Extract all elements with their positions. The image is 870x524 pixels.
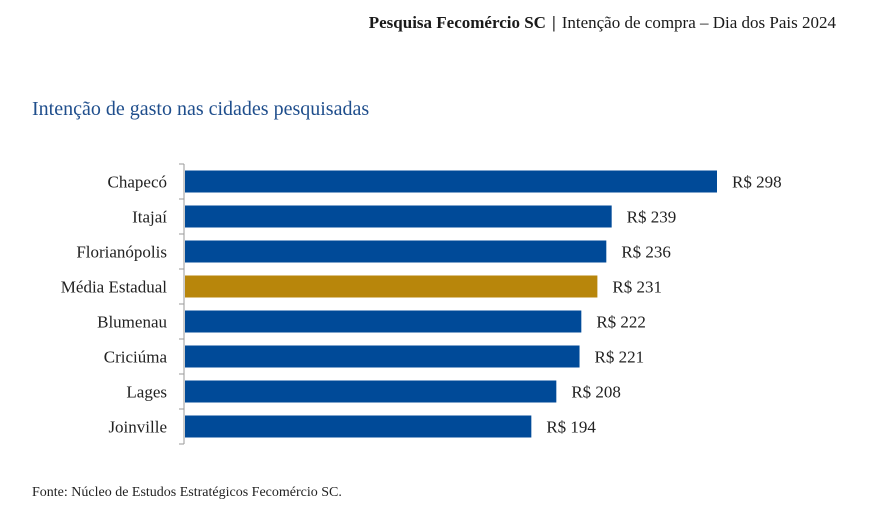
category-label: Florianópolis <box>76 243 167 262</box>
value-label: R$ 221 <box>595 348 645 367</box>
value-label: R$ 298 <box>732 173 782 192</box>
category-label: Média Estadual <box>61 278 167 297</box>
page-header: Pesquisa Fecomércio SC | Intenção de compr… <box>369 13 836 33</box>
header-org: Pesquisa Fecomércio SC <box>368 13 546 32</box>
bar-4 <box>185 310 582 333</box>
chart-title: Intenção de gasto nas cidades pesquisada… <box>32 98 370 120</box>
bar-0 <box>185 170 717 193</box>
value-label: R$ 194 <box>546 418 596 437</box>
bar-chart: Chapecó R$ 298 Itajaí R$ 239 Florianópolis R$… <box>61 163 782 445</box>
category-label: Chapecó <box>108 173 167 192</box>
value-label: R$ 239 <box>627 208 677 227</box>
bar-1 <box>185 205 612 228</box>
bar-6 <box>185 380 557 403</box>
header-subject: Intenção de compra – Dia dos Pais 2024 <box>561 13 836 32</box>
value-label: R$ 236 <box>621 243 671 262</box>
category-label: Itajaí <box>132 208 167 227</box>
category-label: Joinville <box>108 418 167 437</box>
bar-7 <box>185 415 532 438</box>
category-label: Blumenau <box>97 313 167 332</box>
bar-5 <box>185 345 580 368</box>
category-label: Criciúma <box>104 348 168 367</box>
header-separator: | <box>551 13 556 32</box>
category-label: Lages <box>126 383 167 402</box>
bar-3 <box>185 275 598 298</box>
bar-2 <box>185 240 607 263</box>
chart-axis <box>179 163 185 445</box>
value-label: R$ 208 <box>571 383 621 402</box>
value-label: R$ 222 <box>596 313 646 332</box>
source-note: Fonte: Núcleo de Estudos Estratégicos Fe… <box>32 485 342 500</box>
chart-bars: Chapecó R$ 298 Itajaí R$ 239 Florianópolis R$… <box>61 170 782 438</box>
value-label: R$ 231 <box>612 278 662 297</box>
